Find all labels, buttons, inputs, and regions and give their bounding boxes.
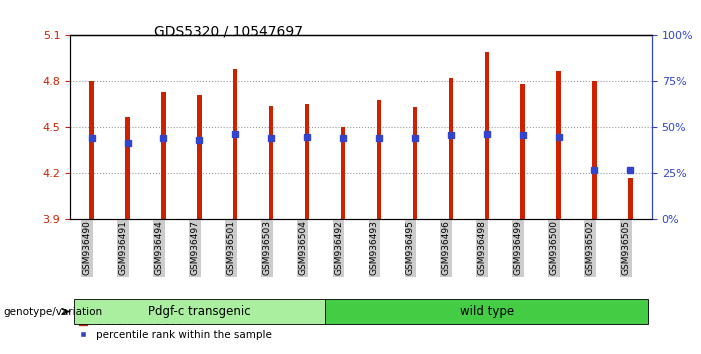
Text: GSM936502: GSM936502: [585, 221, 594, 275]
Text: GSM936494: GSM936494: [154, 221, 163, 275]
Bar: [520, 85, 525, 219]
Text: GSM936497: GSM936497: [191, 221, 199, 275]
Text: GSM936503: GSM936503: [262, 221, 271, 275]
Text: GSM936500: GSM936500: [550, 221, 559, 275]
Bar: [484, 52, 489, 219]
Bar: [449, 78, 453, 219]
Text: GSM936498: GSM936498: [477, 221, 486, 275]
Bar: [592, 81, 597, 219]
Bar: [341, 127, 345, 219]
Legend: transformed count, percentile rank within the sample: transformed count, percentile rank withi…: [79, 317, 271, 340]
Text: GSM936496: GSM936496: [442, 221, 451, 275]
Bar: [628, 178, 632, 219]
Bar: [197, 95, 202, 219]
Text: GSM936491: GSM936491: [118, 221, 128, 275]
Text: GSM936492: GSM936492: [334, 221, 343, 275]
Bar: [269, 106, 273, 219]
Bar: [125, 117, 130, 219]
Text: GSM936490: GSM936490: [83, 221, 92, 275]
Text: GSM936501: GSM936501: [226, 221, 236, 275]
Text: GSM936505: GSM936505: [621, 221, 630, 275]
Bar: [305, 104, 309, 219]
Text: GSM936499: GSM936499: [514, 221, 523, 275]
Bar: [233, 69, 238, 219]
Bar: [161, 92, 165, 219]
Text: Pdgf-c transgenic: Pdgf-c transgenic: [148, 305, 251, 318]
Text: wild type: wild type: [460, 305, 514, 318]
Bar: [90, 81, 94, 219]
Text: GSM936493: GSM936493: [370, 221, 379, 275]
Bar: [557, 71, 561, 219]
Bar: [377, 100, 381, 219]
Bar: [413, 108, 417, 219]
Text: GSM936504: GSM936504: [298, 221, 307, 275]
Text: GSM936495: GSM936495: [406, 221, 415, 275]
Text: genotype/variation: genotype/variation: [4, 307, 102, 316]
Text: GDS5320 / 10547697: GDS5320 / 10547697: [154, 25, 304, 39]
